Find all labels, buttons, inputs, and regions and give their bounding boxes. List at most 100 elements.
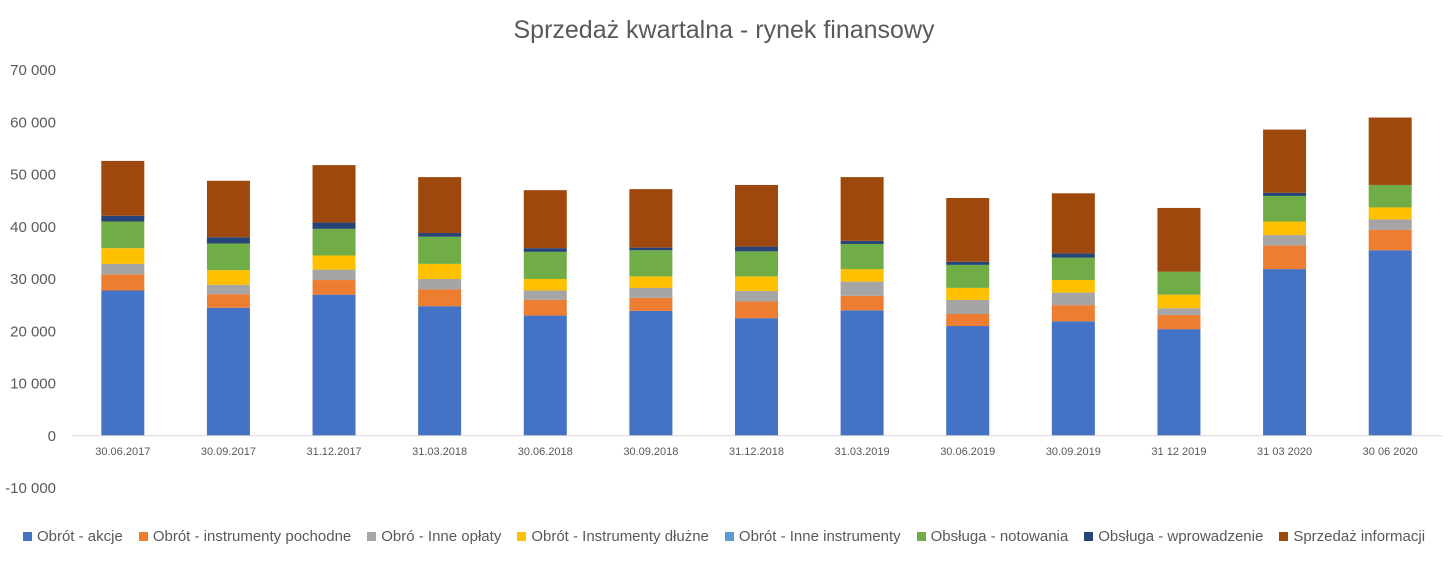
bar-segment <box>1051 257 1095 281</box>
bar-segment <box>523 290 567 300</box>
bar-segment <box>418 279 462 290</box>
bar-segment <box>840 310 884 436</box>
bar-segment <box>418 306 462 436</box>
bar-segment <box>1263 235 1307 246</box>
bar-segment <box>312 280 356 295</box>
bar-segment <box>629 287 673 298</box>
bar-segment <box>946 314 990 327</box>
y-tick-label: 70 000 <box>10 62 56 79</box>
x-tick-label: 31.12.2018 <box>729 446 784 458</box>
bar-segment <box>735 184 778 247</box>
y-axis: -10 000 0 10 000 20 000 30 000 40 000 50 000 60… <box>5 62 56 497</box>
legend-swatch <box>138 532 148 541</box>
bar-segment <box>946 326 990 436</box>
bar-segment <box>1368 250 1412 436</box>
bar-segment <box>523 251 567 279</box>
bar-segment <box>312 255 356 270</box>
bar-segment <box>1157 271 1201 295</box>
bar-segment <box>735 291 778 302</box>
legend-item: Obrót - Instrumenty dłużne <box>517 528 709 545</box>
bar-segment <box>206 294 250 308</box>
bar-segment <box>1051 321 1095 436</box>
legend-label: Obrót - Inne instrumenty <box>738 528 901 545</box>
bar-segment <box>946 198 990 262</box>
x-tick-label: 30.09.2019 <box>1046 446 1101 458</box>
legend-label: Obsługa - notowania <box>930 528 1069 545</box>
bar-segment <box>1051 292 1095 306</box>
legend-swatch <box>916 532 926 541</box>
bar-segment <box>312 228 356 256</box>
bar-segment <box>1051 305 1095 322</box>
bar-segment <box>946 264 990 288</box>
bar-segment <box>629 310 673 436</box>
bar-segment <box>629 297 673 311</box>
bar-segment <box>101 263 145 275</box>
bar-segment <box>206 307 250 436</box>
chart-legend: Obrót - akcje Obrót - instrumenty pochodn… <box>0 528 1448 545</box>
y-tick-label: 40 000 <box>10 219 56 236</box>
bar-segment <box>523 248 567 252</box>
bar-segment <box>523 315 567 436</box>
legend-item: Obró - Inne opłaty <box>367 528 501 545</box>
bar-segment <box>840 269 884 282</box>
bar-segment <box>840 177 884 241</box>
y-tick-label: 0 <box>48 428 56 445</box>
bar-segment <box>312 294 356 436</box>
bar-segment <box>629 189 673 248</box>
bar-segment <box>946 287 990 300</box>
x-tick-label: 31.03.2018 <box>412 446 467 458</box>
bar-segment <box>312 269 356 281</box>
x-tick-label: 31.12.2017 <box>307 446 362 458</box>
legend-swatch <box>517 532 527 541</box>
chart-title: Sprzedaż kwartalna - rynek finansowy <box>513 16 935 44</box>
bar-segment <box>523 279 567 291</box>
bar-segment <box>735 301 778 319</box>
legend-swatch <box>1084 532 1094 541</box>
legend-item: Obrót - Inne instrumenty <box>724 528 901 545</box>
bar-segment <box>1263 192 1307 196</box>
bar-segment <box>840 243 884 270</box>
bar-segment <box>1368 219 1412 230</box>
x-tick-label: 30.06.2019 <box>940 446 995 458</box>
legend-item: Obrót - akcje <box>22 528 123 545</box>
bar-segment <box>735 251 778 277</box>
bar-segment <box>1368 117 1412 185</box>
y-tick-label: 50 000 <box>10 167 56 184</box>
bar-segment <box>840 281 884 296</box>
legend-label: Obrót - Instrumenty dłużne <box>531 528 709 545</box>
bar-segment <box>1051 253 1095 258</box>
bar-segment <box>206 243 250 271</box>
x-axis: 30.06.2017 30.09.2017 31.12.2017 31.03.2018… <box>95 446 1417 458</box>
x-tick-label: 31.03.2019 <box>835 446 890 458</box>
legend-label: Obrót - instrumenty pochodne <box>152 528 352 545</box>
bar-segment <box>1368 229 1412 251</box>
bar-segment <box>840 295 884 311</box>
bar-segment <box>523 190 567 249</box>
bar-segment <box>1157 315 1201 330</box>
bar-segment <box>1263 129 1307 193</box>
legend-label: Obsługa - wprowadzenie <box>1098 528 1264 545</box>
legend-swatch <box>724 532 734 541</box>
y-tick-label: -10 000 <box>5 480 56 497</box>
bar-segment <box>418 263 462 279</box>
bar-segment <box>101 274 145 291</box>
bar-segment <box>1368 207 1412 220</box>
bar-segment <box>946 261 990 265</box>
bar-segment <box>418 236 462 264</box>
x-tick-label: 30 06 2020 <box>1363 446 1418 458</box>
bar-segment <box>312 165 356 223</box>
y-tick-label: 30 000 <box>10 271 56 288</box>
x-tick-label: 31 03 2020 <box>1257 446 1312 458</box>
x-tick-label: 30.09.2018 <box>623 446 678 458</box>
bar-segment <box>1157 294 1201 309</box>
bar-segment <box>1051 280 1095 293</box>
legend-item: Obsługa - wprowadzenie <box>1084 528 1263 545</box>
bar-segment <box>418 177 462 234</box>
bar-segment <box>629 276 673 288</box>
bar-segment <box>101 248 145 264</box>
x-tick-label: 30.06.2017 <box>95 446 150 458</box>
bar-segment <box>206 270 250 285</box>
legend-label: Sprzedaż informacji <box>1293 528 1426 545</box>
y-tick-label: 60 000 <box>10 114 56 131</box>
